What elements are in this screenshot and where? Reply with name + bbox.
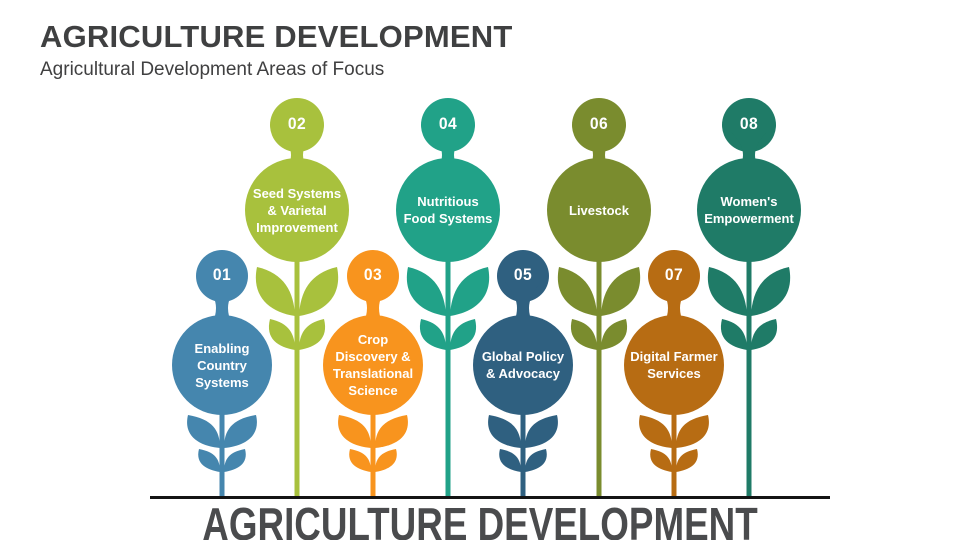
flower-shape: [245, 98, 349, 497]
flower-label: Nutritious Food Systems: [403, 194, 493, 226]
flower-07: 07 Digital Farmer Services: [614, 250, 734, 497]
flower-04: 04 Nutritious Food Systems: [388, 98, 508, 497]
flower-shape: [624, 250, 724, 497]
flower-number: 06: [589, 114, 609, 133]
flower-05: 05 Global Policy & Advocacy: [463, 250, 583, 497]
flower-label: Global Policy & Advocacy: [481, 349, 565, 381]
flower-shape: [323, 250, 423, 497]
flower-01: 01 Enabling Country Systems: [162, 250, 282, 497]
flower-02: 02 Seed Systems & Varietal Improvement: [237, 98, 357, 497]
flower-shape: [547, 98, 651, 497]
flower-label: Crop Discovery & Translational Science: [332, 332, 414, 398]
flower-shape: [473, 250, 573, 497]
flower-number: 02: [287, 114, 307, 133]
flower-number: 04: [438, 114, 458, 133]
flower-06: 06 Livestock: [539, 98, 659, 497]
baseline: [150, 496, 830, 499]
flower-number: 07: [664, 265, 684, 284]
flower-number: 01: [212, 265, 232, 284]
flower-label: Digital Farmer Services: [630, 349, 718, 381]
flower-label: Livestock: [569, 202, 629, 218]
page-title: AGRICULTURE DEVELOPMENT: [40, 19, 513, 54]
flower-label: Enabling Country Systems: [194, 340, 250, 390]
flower-03: 03 Crop Discovery & Translational Science: [313, 250, 433, 497]
flower-number: 08: [739, 114, 759, 133]
flower-number: 03: [363, 265, 383, 284]
flower-08: 08 Women's Empowerment: [689, 98, 809, 497]
flower-shape: [172, 250, 272, 497]
flower-shape: [697, 98, 801, 497]
flower-number: 05: [513, 265, 533, 284]
flower-shape: [396, 98, 500, 497]
footer-title: AGRICULTURE DEVELOPMENT: [202, 498, 758, 540]
page-subtitle: Agricultural Development Areas of Focus: [40, 59, 385, 80]
flower-label: Seed Systems & Varietal Improvement: [252, 185, 342, 235]
flower-label: Women's Empowerment: [704, 194, 794, 226]
